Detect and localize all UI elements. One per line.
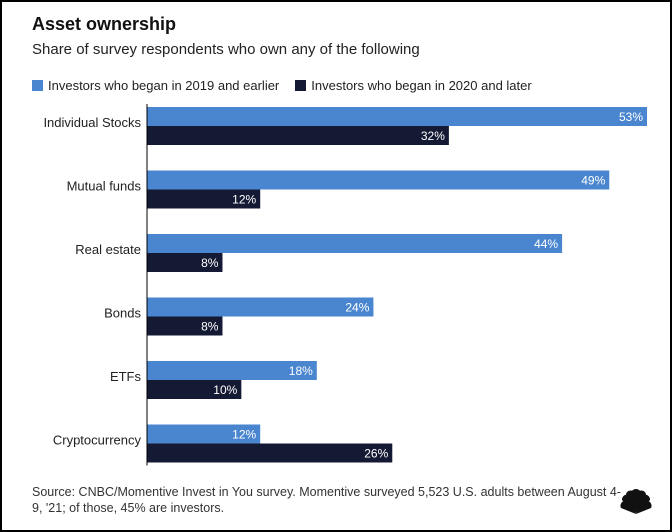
data-label-series-2: 32%	[421, 129, 445, 143]
legend-item-series-2: Investors who began in 2020 and later	[295, 78, 532, 93]
legend-item-series-1: Investors who began in 2019 and earlier	[32, 78, 279, 93]
category-label: Individual Stocks	[43, 115, 141, 130]
legend: Investors who began in 2019 and earlier …	[32, 78, 548, 93]
data-label-series-2: 10%	[213, 383, 237, 397]
chart-title: Asset ownership	[32, 14, 177, 34]
chart-subtitle: Share of survey respondents who own any …	[32, 41, 420, 58]
data-label-series-2: 8%	[201, 256, 219, 270]
legend-label-series-1: Investors who began in 2019 and earlier	[48, 78, 280, 93]
category-label: Mutual funds	[67, 179, 142, 194]
bar-series-2	[147, 316, 223, 336]
source-note: Source: CNBC/Momentive Invest in You sur…	[32, 485, 621, 515]
bar-series-1	[147, 170, 610, 190]
cnbc-peacock-logo	[620, 489, 652, 514]
bar-series-2	[147, 126, 449, 145]
bar-series-1	[147, 424, 261, 444]
data-label-series-2: 26%	[364, 447, 388, 461]
data-label-series-1: 18%	[289, 364, 313, 378]
bar-series-2	[147, 189, 261, 209]
legend-swatch-series-2	[295, 80, 307, 91]
bar-series-1	[147, 297, 374, 317]
category-label: Bonds	[104, 306, 141, 321]
data-label-series-1: 53%	[619, 110, 643, 124]
data-label-series-1: 44%	[534, 237, 558, 251]
data-label-series-1: 24%	[345, 301, 369, 315]
bar-series-1	[147, 234, 563, 253]
category-label: Real estate	[75, 242, 141, 257]
category-label: ETFs	[110, 369, 142, 384]
data-label-series-1: 49%	[581, 174, 605, 188]
bar-series-2	[147, 253, 223, 272]
data-label-series-2: 8%	[201, 320, 219, 334]
data-label-series-1: 12%	[232, 428, 256, 442]
category-label: Cryptocurrency	[53, 433, 142, 448]
bar-series-2	[147, 443, 393, 463]
bar-series-1	[147, 107, 647, 126]
bar-series-1	[147, 361, 317, 380]
bar-chart: Individual Stocks 53% 32% Mutual funds 49% 12…	[43, 104, 647, 466]
legend-swatch-series-1	[32, 80, 43, 91]
legend-label-series-2: Investors who began in 2020 and later	[311, 78, 532, 93]
bar-series-2	[147, 380, 242, 399]
data-label-series-2: 12%	[232, 193, 256, 207]
